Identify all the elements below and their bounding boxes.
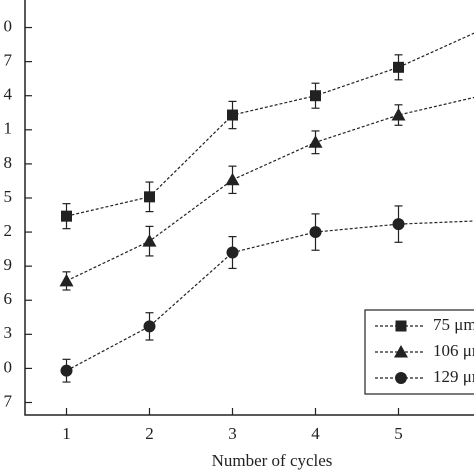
data-point xyxy=(309,226,322,239)
data-point xyxy=(227,109,238,121)
y-tick-label: 9 xyxy=(4,255,13,274)
data-point xyxy=(393,61,404,73)
data-point xyxy=(391,108,406,121)
data-point xyxy=(226,246,239,259)
y-tick-label: 8 xyxy=(4,153,13,172)
y-tick-label: 7 xyxy=(4,391,13,410)
y-tick-label: 0 xyxy=(4,357,13,376)
data-point xyxy=(308,135,323,148)
y-tick-label: 6 xyxy=(4,289,13,308)
data-point xyxy=(59,273,74,287)
legend-marker xyxy=(395,320,407,332)
data-point xyxy=(60,364,73,377)
x-tick-label: 3 xyxy=(228,424,237,443)
y-tick-label: 4 xyxy=(4,85,13,104)
plot-frame xyxy=(24,0,474,416)
x-tick-label: 4 xyxy=(311,424,320,443)
x-axis-label: Number of cycles xyxy=(212,451,333,470)
data-point xyxy=(142,234,157,247)
series-line xyxy=(66,96,474,282)
series-line xyxy=(66,220,474,372)
legend-marker xyxy=(394,345,408,358)
legend-label: 129 μm xyxy=(433,367,474,386)
y-tick-label: 5 xyxy=(4,187,13,206)
y-tick-label: 2 xyxy=(4,221,13,240)
data-point xyxy=(144,191,155,203)
data-point xyxy=(225,172,240,186)
legend-label: 106 μm xyxy=(433,341,474,360)
data-point xyxy=(61,210,72,222)
data-point xyxy=(392,218,405,231)
x-tick-label: 1 xyxy=(62,424,71,443)
legend-box xyxy=(364,309,474,395)
series-line xyxy=(66,32,474,217)
x-tick-label: 2 xyxy=(145,424,154,443)
data-point xyxy=(310,90,321,102)
legend-marker xyxy=(395,372,407,384)
legend-label: 75 μm xyxy=(433,315,474,334)
y-tick-label: 3 xyxy=(4,323,13,342)
data-point xyxy=(143,320,156,333)
x-tick-label: 5 xyxy=(394,424,403,443)
y-tick-label: 0 xyxy=(4,16,13,35)
y-tick-label: 1 xyxy=(4,119,13,138)
y-tick-label: 7 xyxy=(4,51,13,70)
